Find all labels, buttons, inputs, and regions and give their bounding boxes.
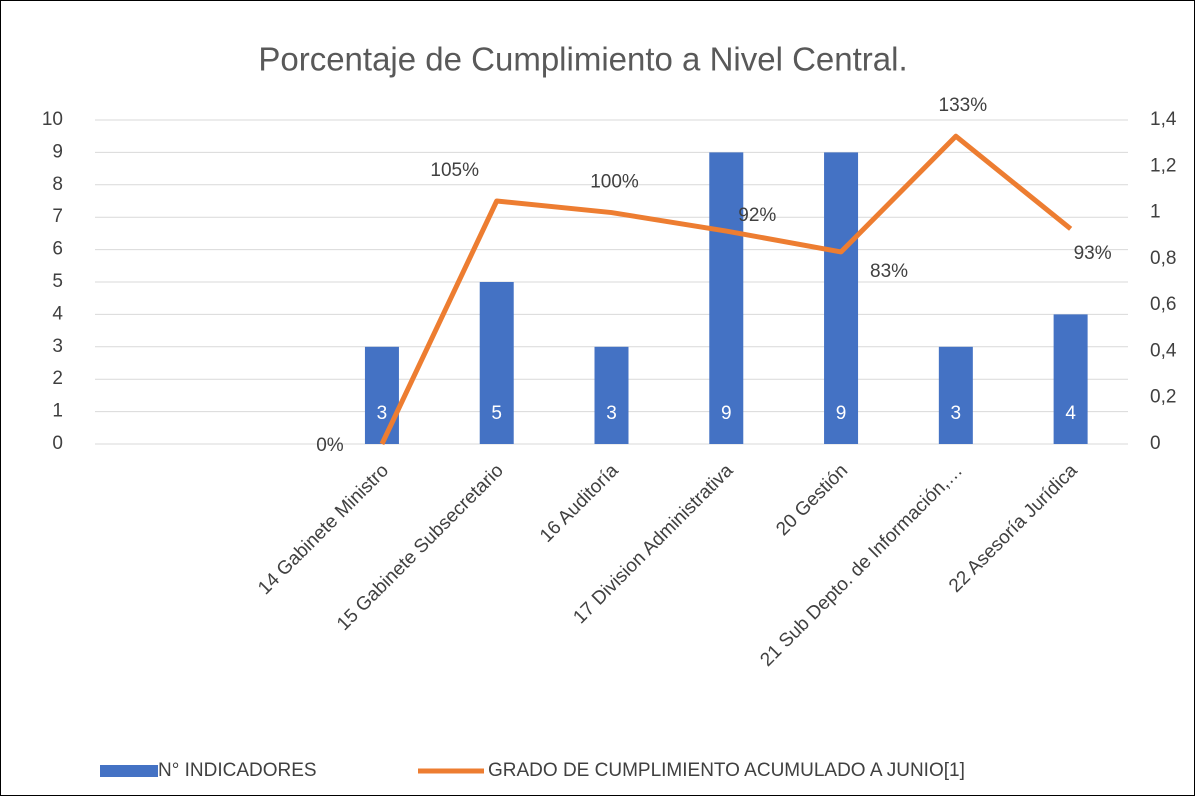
line-value-label: 93% — [1074, 243, 1112, 264]
bar — [824, 152, 859, 444]
y2-tick-label: 0,8 — [1150, 248, 1176, 269]
y-tick-label: 6 — [52, 239, 63, 260]
line — [379, 133, 1073, 446]
bar — [938, 346, 973, 444]
line-value-label: 133% — [939, 95, 988, 116]
y-tick-label: 0 — [52, 433, 63, 454]
y2-tick-label: 0,6 — [1150, 294, 1176, 315]
bar — [479, 282, 514, 444]
y2-tick-label: 0,4 — [1150, 340, 1177, 361]
line-value-label: 105% — [430, 160, 479, 181]
y2-tick-label: 1,4 — [1150, 109, 1177, 130]
bar — [594, 346, 629, 444]
y2-tick-label: 0,2 — [1150, 387, 1176, 408]
y-tick-label: 8 — [52, 174, 63, 195]
y2-tick-label: 0 — [1150, 433, 1161, 454]
legend-label: N° INDICADORES — [158, 760, 317, 781]
legend-swatch — [100, 765, 158, 777]
y-tick-label: 10 — [42, 109, 63, 130]
y-tick-label: 5 — [52, 271, 63, 292]
line-value-label: 100% — [590, 172, 639, 193]
bar-value-label: 3 — [951, 403, 962, 424]
y2-tick-label: 1,2 — [1150, 155, 1176, 176]
bar — [364, 346, 399, 444]
legend-label: GRADO DE CUMPLIMIENTO ACUMULADO A JUNIO[… — [488, 760, 965, 781]
bar — [709, 152, 744, 444]
y-tick-label: 1 — [52, 401, 63, 422]
line-value-label: 0% — [316, 435, 344, 456]
chart-title: Porcentaje de Cumplimiento a Nivel Centr… — [258, 41, 907, 78]
bar-value-label: 3 — [377, 403, 388, 424]
y-tick-label: 4 — [52, 303, 63, 324]
bar-value-label: 9 — [836, 403, 847, 424]
y-tick-label: 9 — [52, 141, 63, 162]
y2-tick-label: 1 — [1150, 202, 1161, 223]
bar-value-label: 3 — [606, 403, 617, 424]
bar-value-label: 4 — [1065, 403, 1076, 424]
y-tick-label: 7 — [52, 206, 63, 227]
y-tick-label: 2 — [52, 368, 63, 389]
line-value-label: 92% — [738, 205, 776, 226]
bar — [1053, 314, 1088, 444]
bar-value-label: 5 — [491, 403, 502, 424]
bar-value-label: 9 — [721, 403, 732, 424]
y-tick-label: 3 — [52, 336, 63, 357]
line-value-label: 83% — [870, 261, 908, 282]
